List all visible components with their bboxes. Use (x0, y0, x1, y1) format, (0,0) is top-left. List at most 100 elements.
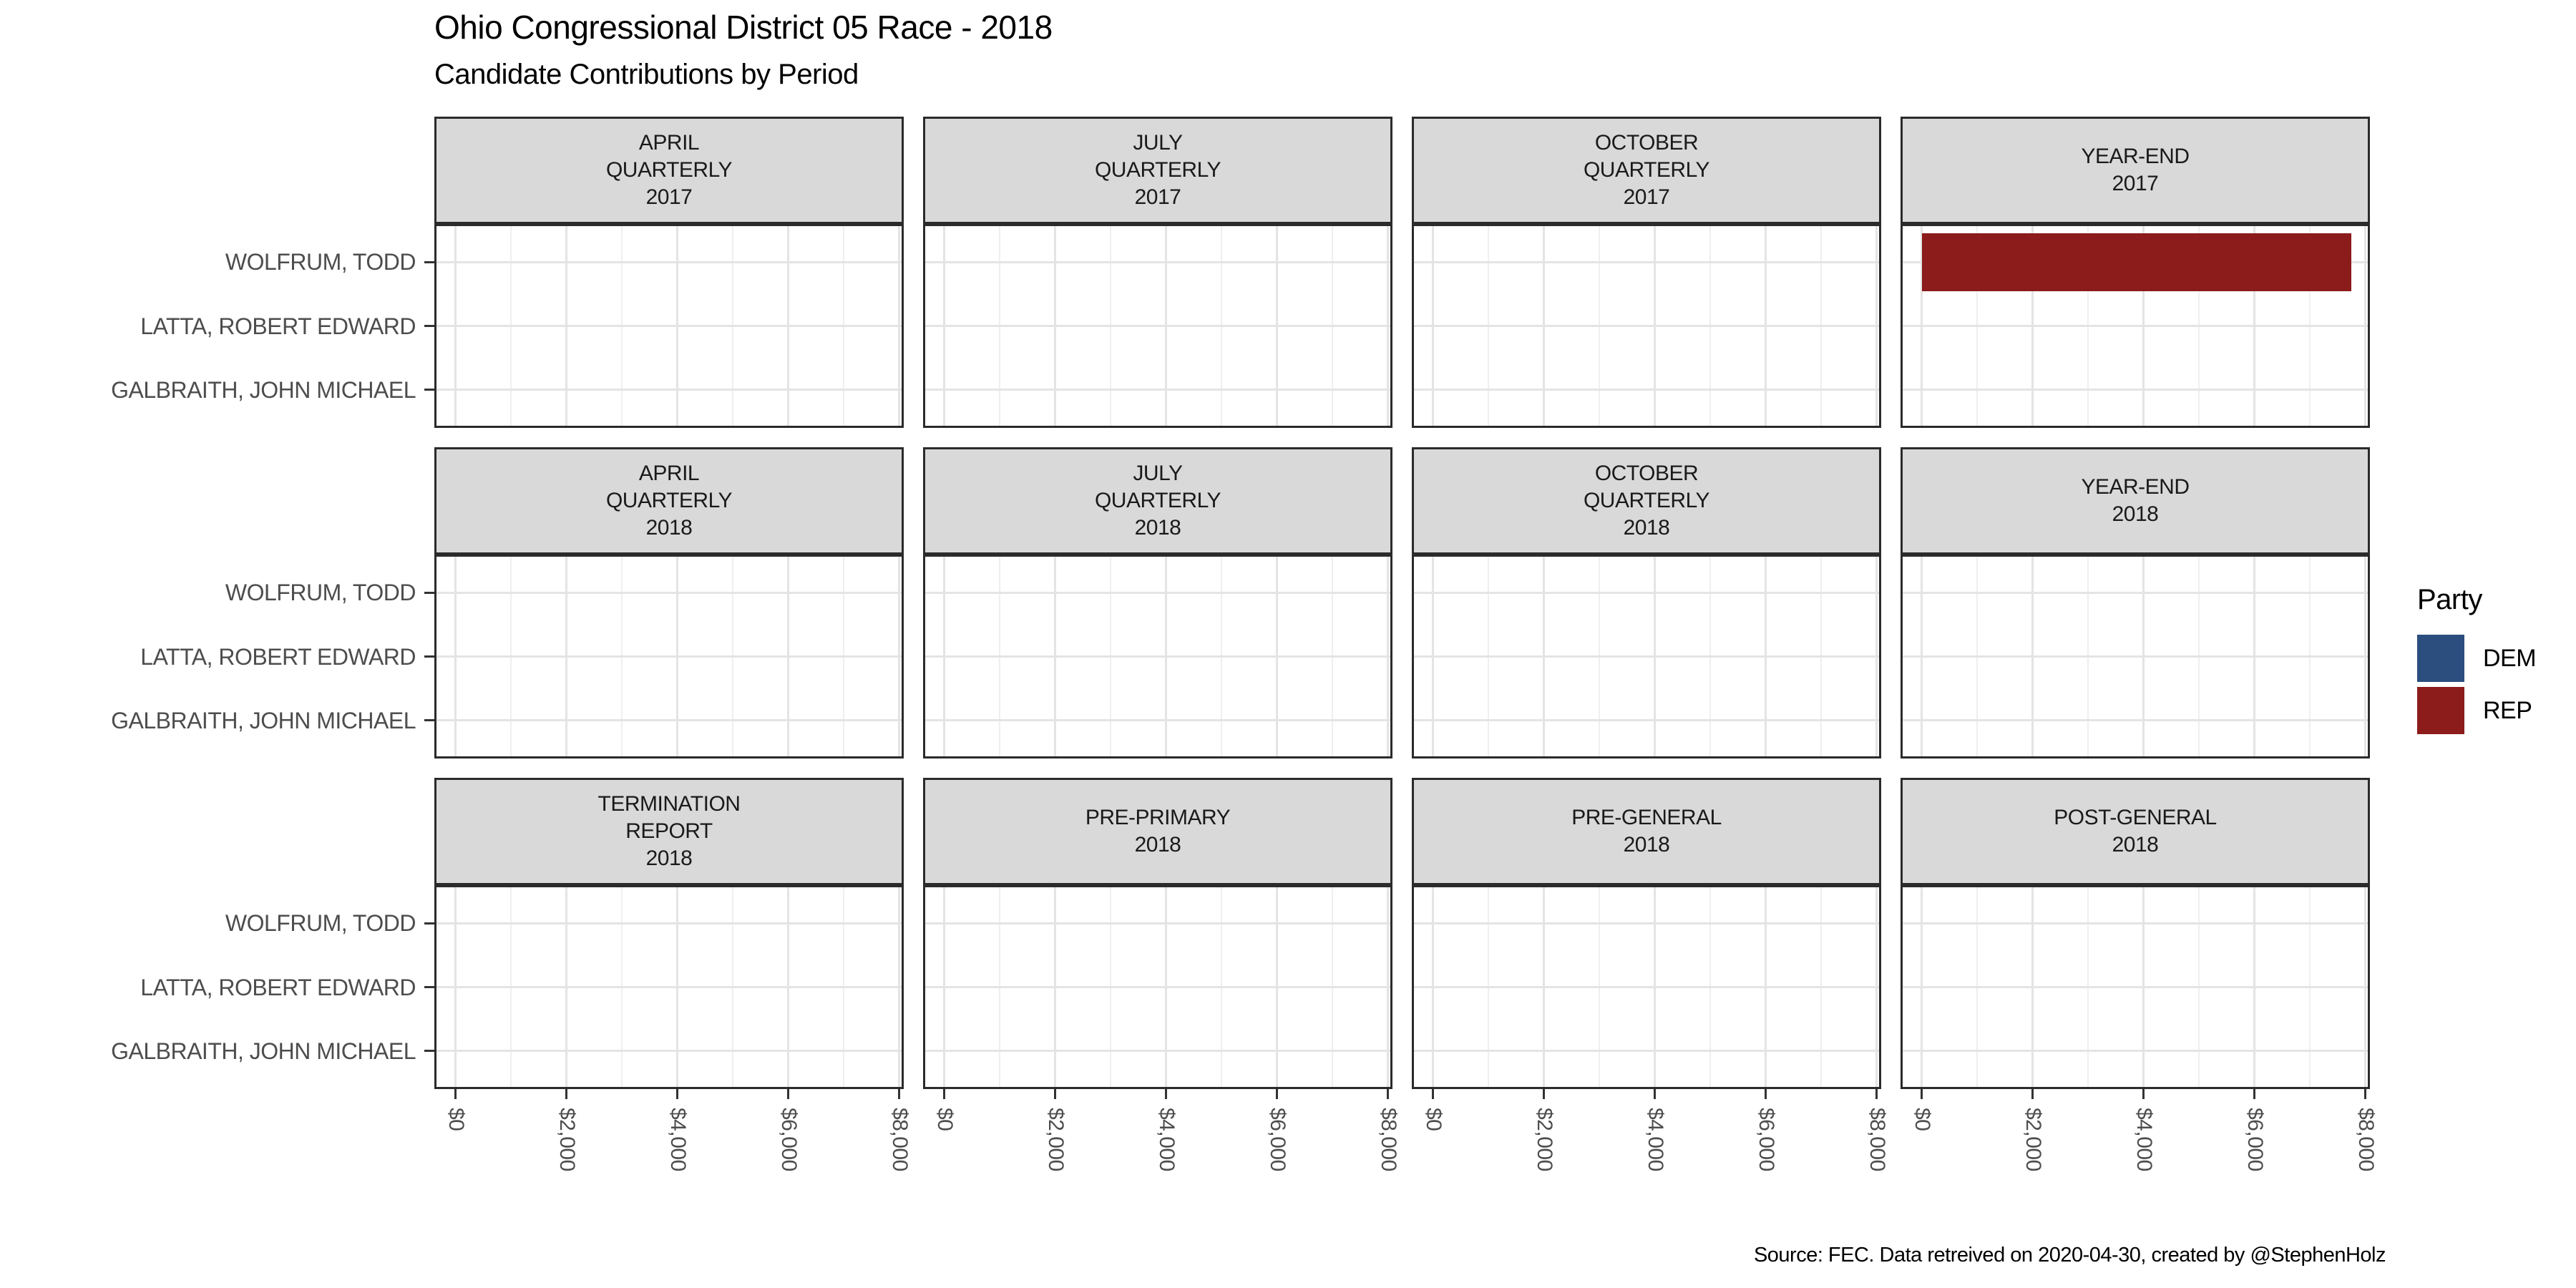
facet-strip-label-line: YEAR-END (2081, 475, 2190, 499)
x-axis-tick (1921, 1089, 1923, 1099)
legend-label: DEM (2483, 644, 2537, 672)
y-axis-tick (424, 655, 434, 658)
x-axis-label: $8,000 (2353, 1108, 2378, 1171)
gridline-major-horizontal (1903, 922, 2368, 924)
legend-label: REP (2483, 696, 2532, 724)
x-axis-tick (2142, 1089, 2145, 1099)
x-axis-label: $0 (1910, 1108, 1934, 1131)
y-axis-tick (424, 922, 434, 924)
gridline-major-horizontal (925, 389, 1390, 391)
x-axis-tick (565, 1089, 568, 1099)
bar-wolfrum-todd (1921, 233, 2352, 291)
gridline-major-horizontal (925, 719, 1390, 722)
x-axis-tick (1165, 1089, 1168, 1099)
facet-panel (923, 885, 1392, 1089)
facet-strip-label-line: JULY (1133, 131, 1183, 155)
legend-item-rep: REP (2417, 687, 2536, 734)
x-axis-label: $8,000 (1865, 1108, 1889, 1171)
facet-panel (1412, 555, 1881, 758)
gridline-major-horizontal (925, 1050, 1390, 1053)
facet-strip-label-line: QUARTERLY (1583, 158, 1710, 182)
facet-strip-label-line: TERMINATION (597, 792, 741, 816)
gridline-major-horizontal (1903, 325, 2368, 327)
facet-panel (1901, 555, 2370, 758)
gridline-major-horizontal (925, 325, 1390, 327)
legend-swatch-dem (2417, 635, 2464, 682)
gridline-major-horizontal (1414, 719, 1879, 722)
facet-strip-label-line: 2018 (645, 847, 693, 870)
x-axis-label: $4,000 (2132, 1108, 2156, 1171)
facet-strip-label-line: QUARTERLY (605, 158, 733, 182)
gridline-major-horizontal (1414, 922, 1879, 924)
gridline-major-horizontal (925, 655, 1390, 658)
facet-strip-label-line: PRE-GENERAL (1571, 806, 1722, 829)
facet-strip-label-line: OCTOBER (1594, 462, 1699, 485)
x-axis-tick (2031, 1089, 2034, 1099)
x-axis-label: $2,000 (1043, 1108, 1068, 1171)
x-axis-tick (1276, 1089, 1279, 1099)
gridline-major-horizontal (1414, 1050, 1879, 1053)
x-axis-tick (787, 1089, 790, 1099)
facet-panel (434, 224, 904, 428)
x-axis-tick (898, 1089, 901, 1099)
x-axis-tick (454, 1089, 457, 1099)
facet-strip: JULY QUARTERLY 2017 (923, 117, 1392, 224)
x-axis-label: $2,000 (1532, 1108, 1556, 1171)
facet-panel (1901, 224, 2370, 428)
y-axis-label: GALBRAITH, JOHN MICHAEL (111, 376, 416, 403)
plot-subtitle: Candidate Contributions by Period (434, 59, 859, 90)
x-axis-tick (1543, 1089, 1546, 1099)
x-axis-tick (1875, 1089, 1878, 1099)
gridline-major-horizontal (1414, 389, 1879, 391)
x-axis-label: $2,000 (2021, 1108, 2045, 1171)
gridline-major-horizontal (1414, 591, 1879, 594)
x-axis-tick (676, 1089, 679, 1099)
facet-strip: APRIL QUARTERLY 2018 (434, 447, 904, 555)
facet-strip-label-line: PRE-PRIMARY (1085, 806, 1231, 829)
x-axis-tick (2364, 1089, 2367, 1099)
x-axis-label: $8,000 (887, 1108, 912, 1171)
facet-strip-label-line: 2017 (2112, 172, 2159, 195)
x-axis-label: $4,000 (1154, 1108, 1179, 1171)
gridline-major-horizontal (1414, 986, 1879, 988)
gridline-major-horizontal (1903, 719, 2368, 722)
gridline-major-horizontal (925, 986, 1390, 988)
gridline-major-horizontal (436, 986, 902, 988)
facet-strip: YEAR-END 2017 (1901, 117, 2370, 224)
facet-strip: TERMINATION REPORT 2018 (434, 778, 904, 885)
legend-item-dem: DEM (2417, 635, 2537, 682)
facet-strip-label-line: QUARTERLY (1094, 158, 1221, 182)
gridline-major-horizontal (436, 719, 902, 722)
facet-strip-label-line: 2017 (645, 185, 693, 209)
gridline-major-horizontal (1903, 389, 2368, 391)
gridline-major-horizontal (436, 260, 902, 263)
facet-strip: OCTOBER QUARTERLY 2017 (1412, 117, 1881, 224)
x-axis-tick (1432, 1089, 1435, 1099)
x-axis-label: $8,000 (1376, 1108, 1400, 1171)
x-axis-label: $0 (1421, 1108, 1445, 1131)
facet-strip-label-line: JULY (1133, 462, 1183, 485)
x-axis-tick (1387, 1089, 1390, 1099)
facet-strip: APRIL QUARTERLY 2017 (434, 117, 904, 224)
caption: Source: FEC. Data retreived on 2020-04-3… (1753, 1244, 2386, 1267)
facet-strip-label-line: APRIL (638, 131, 700, 155)
facet-strip: OCTOBER QUARTERLY 2018 (1412, 447, 1881, 555)
gridline-major-horizontal (436, 325, 902, 327)
y-axis-tick (424, 389, 434, 391)
y-axis-label: GALBRAITH, JOHN MICHAEL (111, 707, 416, 733)
gridline-major-horizontal (1414, 655, 1879, 658)
y-axis-tick (424, 325, 434, 327)
legend: Party DEM REP (2417, 584, 2537, 739)
x-axis-label: $2,000 (555, 1108, 579, 1171)
facet-panel (434, 885, 904, 1089)
legend-items: DEM REP (2417, 635, 2537, 734)
facet-panel (1412, 224, 1881, 428)
gridline-major-horizontal (436, 591, 902, 594)
gridline-major-horizontal (436, 655, 902, 658)
gridline-major-horizontal (925, 260, 1390, 263)
facet-strip-label-line: 2018 (2112, 502, 2159, 526)
facet-strip: PRE-PRIMARY 2018 (923, 778, 1392, 885)
y-axis-tick (424, 719, 434, 722)
y-axis-tick (424, 986, 434, 988)
x-axis-label: $6,000 (776, 1108, 801, 1171)
